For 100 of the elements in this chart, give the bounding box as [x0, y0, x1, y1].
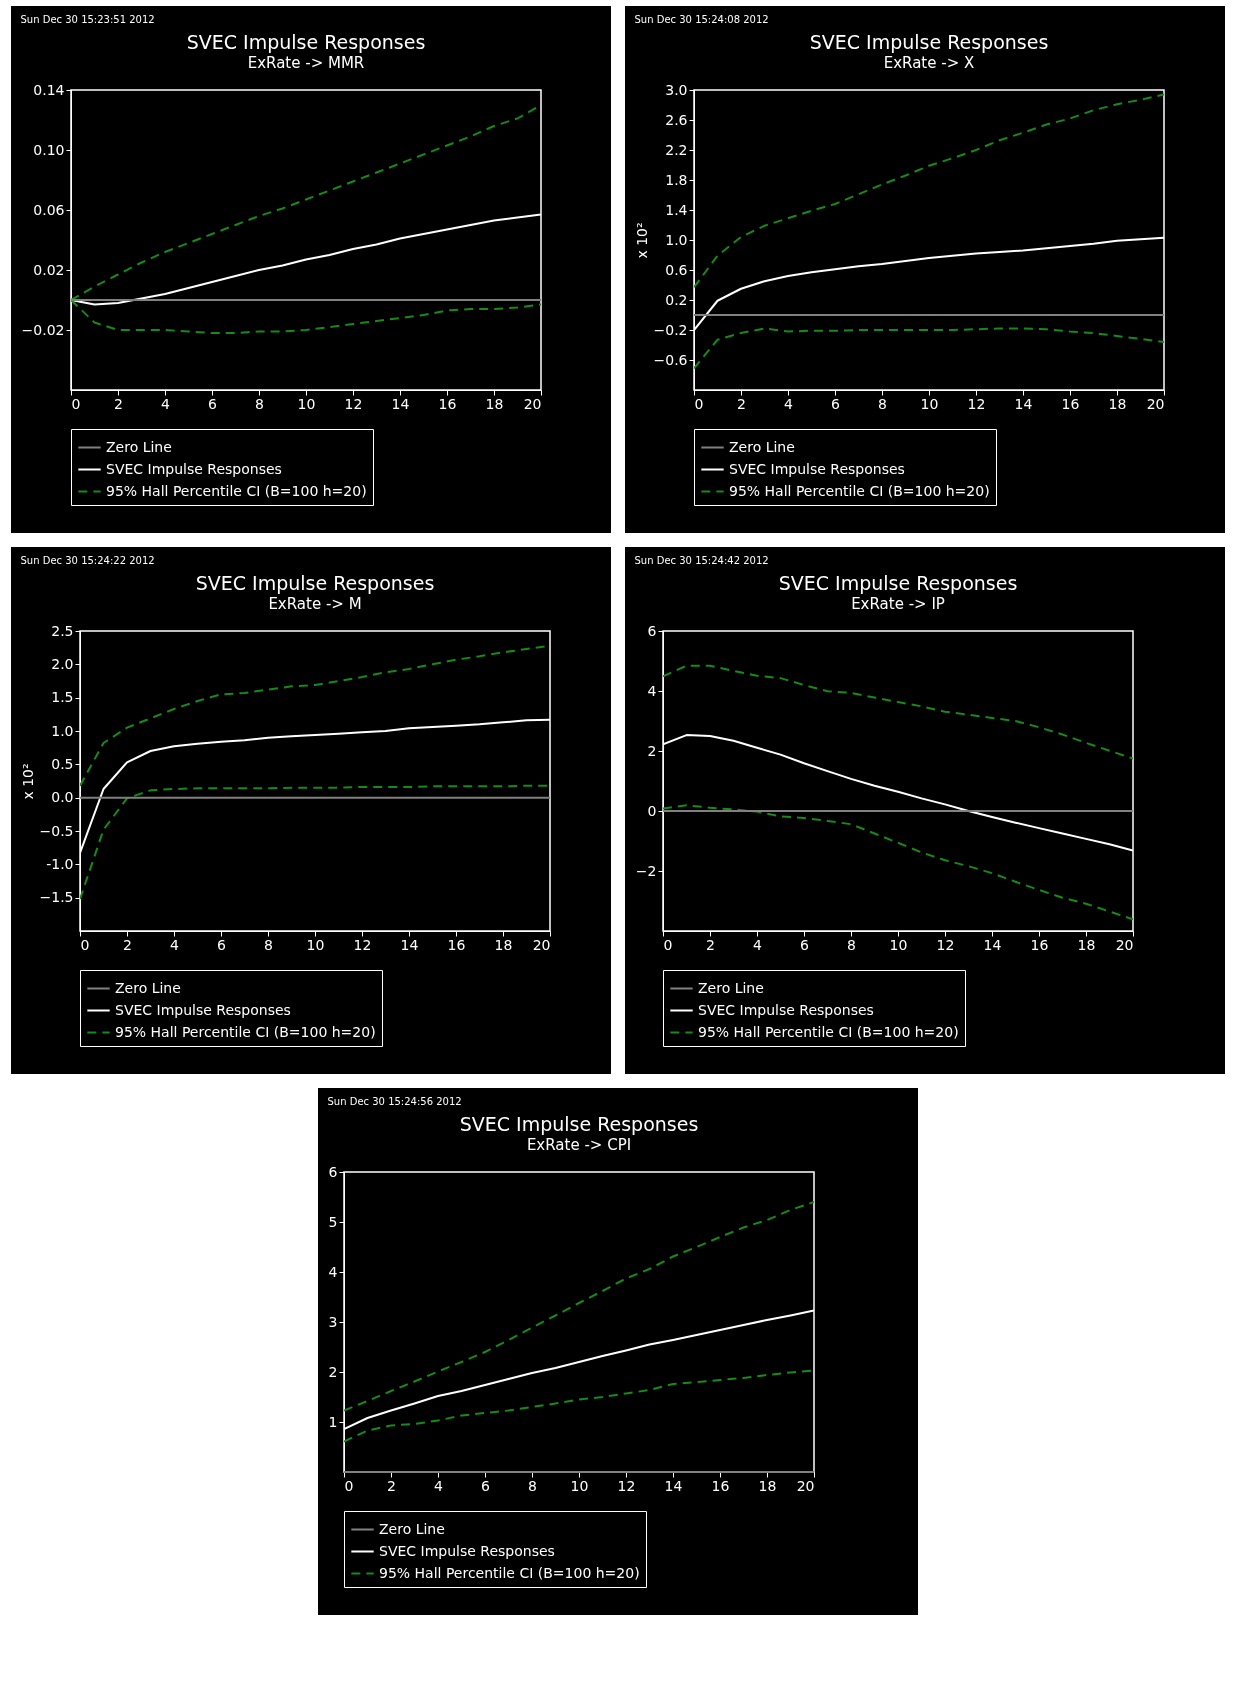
legend-label: SVEC Impulse Responses [105, 460, 282, 477]
y-tick-label: 2.0 [50, 655, 73, 672]
y-tick-label: −1.5 [39, 889, 73, 906]
x-tick-label: 12 [967, 395, 985, 412]
x-tick-label: 2 [736, 395, 746, 412]
x-tick-label: 18 [758, 1477, 776, 1494]
x-tick-label: 10 [297, 395, 315, 412]
y-tick-label: 0.06 [32, 201, 65, 218]
text: Sun Dec 30 15:24:56 2012 [326, 1095, 463, 1109]
y-tick-label: 1.8 [664, 171, 687, 188]
y-tick-label: −0.5 [39, 822, 73, 839]
chart-title: SVEC Impulse Responses [809, 31, 1048, 53]
legend-label: SVEC Impulse Responses [728, 460, 905, 477]
y-tick-label: 3 [328, 1313, 337, 1330]
x-tick-label: 12 [353, 936, 371, 953]
x-tick-label: 16 [438, 395, 456, 412]
chart-subtitle: ExRate -> X [883, 54, 974, 72]
x-tick-label: 18 [494, 936, 512, 953]
x-tick-label: 18 [485, 395, 503, 412]
x-tick-label: 6 [216, 936, 226, 953]
y-axis-title: x 10² [19, 763, 35, 800]
chart-subtitle: ExRate -> MMR [247, 54, 364, 72]
y-axis-title: x 10² [633, 222, 649, 259]
text: Sun Dec 30 15:23:51 2012 [19, 13, 156, 27]
y-tick-label: 0.5 [50, 755, 73, 772]
x-tick-label: 6 [830, 395, 840, 412]
x-tick-label: 0 [344, 1477, 353, 1494]
x-tick-label: 20 [532, 936, 550, 953]
x-tick-label: 16 [1061, 395, 1079, 412]
line-series [662, 664, 1133, 760]
line-series [693, 93, 1164, 289]
x-tick-label: 20 [1146, 395, 1164, 412]
x-tick-label: 16 [711, 1477, 729, 1494]
x-tick-label: 2 [705, 936, 715, 953]
legend-label: 95% Hall Percentile CI (B=100 h=20) [728, 482, 990, 499]
x-tick-label: 14 [983, 936, 1001, 953]
legend-label: 95% Hall Percentile CI (B=100 h=20) [114, 1023, 376, 1040]
x-tick-label: 4 [169, 936, 179, 953]
line-series [79, 784, 550, 900]
x-tick-label: 20 [1115, 936, 1133, 953]
chart-subtitle: ExRate -> CPI [526, 1136, 631, 1154]
y-tick-label: 1.0 [664, 231, 687, 248]
x-tick-label: 4 [160, 395, 170, 412]
y-tick-label: −0.6 [653, 351, 688, 368]
x-tick-label: 8 [263, 936, 273, 953]
x-tick-label: 20 [523, 395, 541, 412]
x-tick-label: 2 [113, 395, 123, 412]
x-tick-label: 14 [664, 1477, 682, 1494]
x-tick-label: 10 [889, 936, 907, 953]
chart-subtitle: ExRate -> M [267, 595, 362, 613]
x-tick-label: 16 [1030, 936, 1048, 953]
x-tick-label: 6 [207, 395, 217, 412]
y-tick-label: −2 [635, 862, 656, 879]
line-series [662, 804, 1133, 921]
line-series [693, 327, 1164, 370]
x-tick-label: 6 [799, 936, 809, 953]
y-tick-label: 0.2 [664, 291, 687, 308]
y-tick-label: 4 [647, 682, 657, 699]
legend-label: 95% Hall Percentile CI (B=100 h=20) [105, 482, 367, 499]
legend-label: SVEC Impulse Responses [114, 1001, 291, 1018]
line-series [343, 1201, 814, 1412]
y-tick-label: 0.0 [50, 789, 73, 806]
y-tick-label: −0.2 [653, 321, 687, 338]
y-tick-label: 0.6 [664, 261, 688, 278]
x-tick-label: 2 [122, 936, 132, 953]
y-tick-label: 6 [328, 1163, 338, 1180]
x-tick-label: 8 [846, 936, 856, 953]
y-tick-label: 4 [328, 1263, 338, 1280]
chart-title: SVEC Impulse Responses [778, 572, 1017, 594]
x-tick-label: 8 [877, 395, 887, 412]
x-tick-label: 12 [617, 1477, 635, 1494]
y-tick-label: -1.0 [45, 855, 73, 872]
x-tick-label: 12 [936, 936, 954, 953]
y-tick-label: 0 [647, 802, 656, 819]
x-tick-label: 10 [920, 395, 938, 412]
legend-label: 95% Hall Percentile CI (B=100 h=20) [697, 1023, 959, 1040]
x-tick-label: 0 [80, 936, 89, 953]
x-tick-label: 2 [386, 1477, 396, 1494]
legend-label: 95% Hall Percentile CI (B=100 h=20) [378, 1564, 640, 1581]
legend-label: SVEC Impulse Responses [697, 1001, 874, 1018]
x-tick-label: 14 [1014, 395, 1032, 412]
y-tick-label: 5 [328, 1213, 337, 1230]
x-tick-label: 18 [1108, 395, 1126, 412]
x-tick-label: 4 [433, 1477, 443, 1494]
x-tick-label: 14 [391, 395, 409, 412]
x-tick-label: 14 [400, 936, 418, 953]
x-tick-label: 10 [306, 936, 324, 953]
x-tick-label: 6 [480, 1477, 490, 1494]
legend-label: Zero Line [114, 979, 181, 996]
y-tick-label: 0.10 [32, 141, 64, 158]
y-tick-label: 2 [647, 742, 656, 759]
x-tick-label: 4 [752, 936, 762, 953]
chart-title: SVEC Impulse Responses [459, 1113, 698, 1135]
legend-label: Zero Line [378, 1520, 445, 1537]
y-tick-label: −0.02 [21, 321, 64, 338]
x-tick-label: 8 [254, 395, 264, 412]
text: Sun Dec 30 15:24:22 2012 [19, 554, 156, 568]
x-tick-label: 20 [796, 1477, 814, 1494]
y-tick-label: 1.5 [50, 689, 73, 706]
text: Sun Dec 30 15:24:08 2012 [633, 13, 770, 27]
